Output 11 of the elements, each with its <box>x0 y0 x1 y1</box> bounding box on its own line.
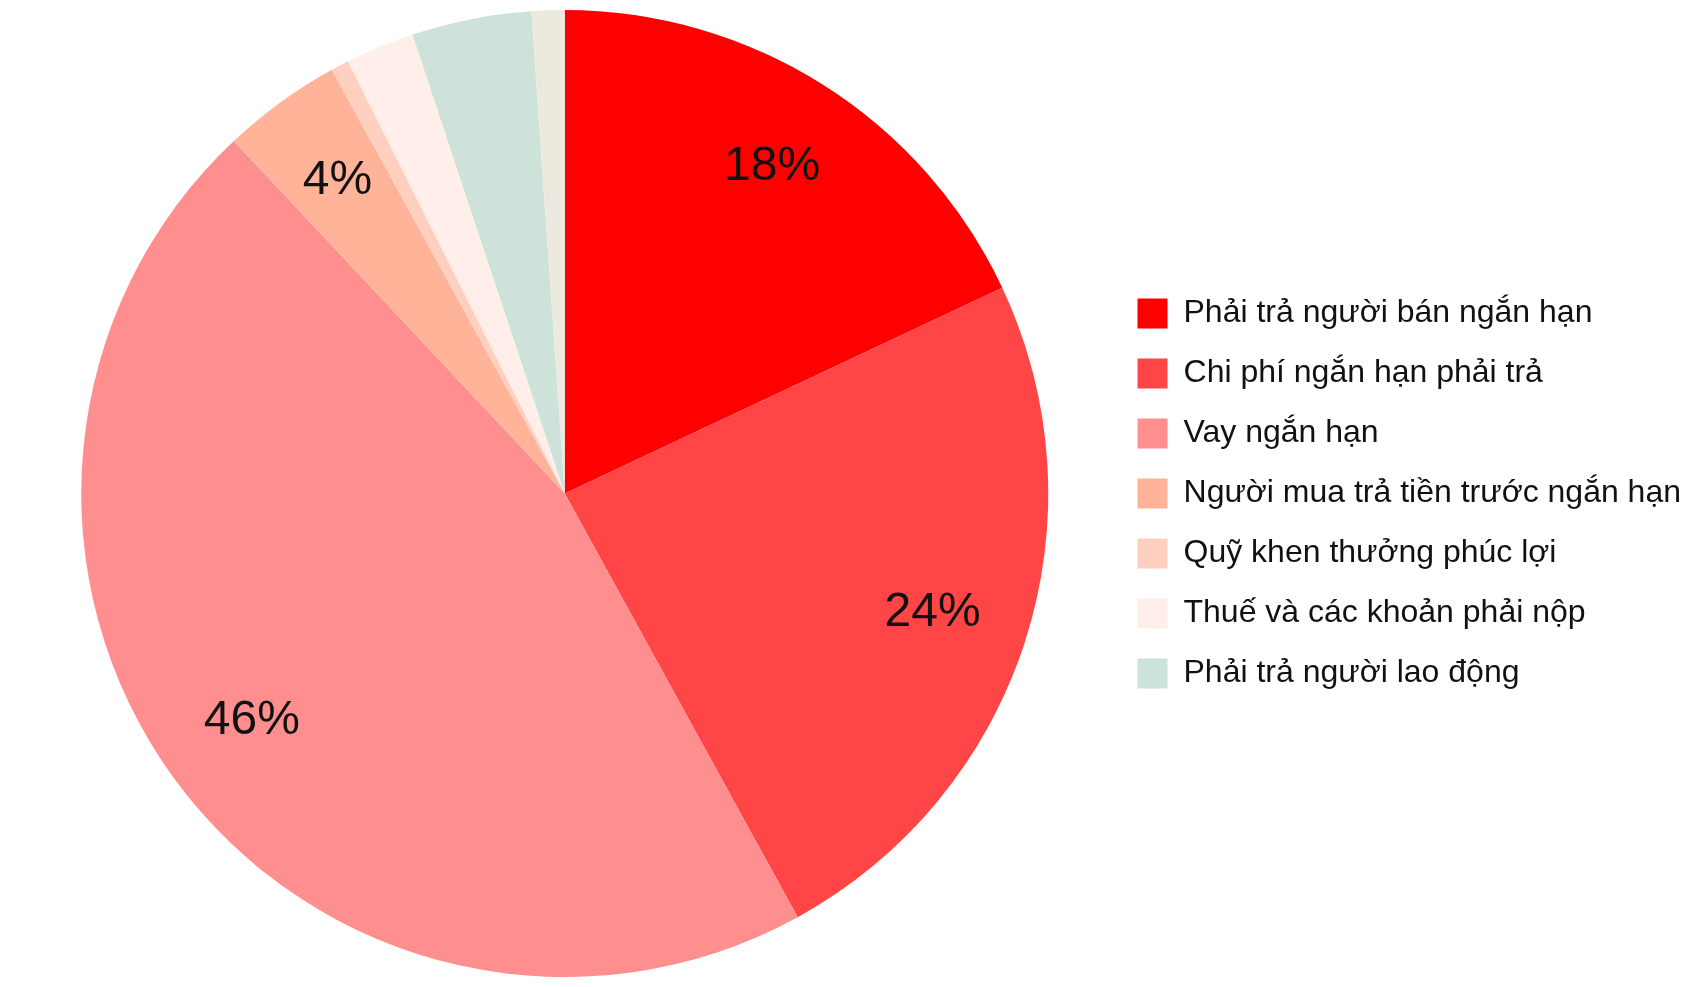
legend-label: Phải trả người bán ngắn hạn <box>1183 293 1593 330</box>
data-label: 46% <box>203 691 300 745</box>
data-label: 18% <box>723 137 821 191</box>
data-label: 24% <box>884 583 981 637</box>
legend-label: Phải trả người lao động <box>1183 653 1520 690</box>
legend-label: Vay ngắn hạn <box>1183 413 1379 450</box>
legend-label: Quỹ khen thưởng phúc lợi <box>1183 533 1557 570</box>
data-label: 4% <box>302 150 373 204</box>
legend-label: Người mua trả tiền trước ngắn hạn <box>1183 473 1681 510</box>
legend-label: Chi phí ngắn hạn phải trả <box>1183 353 1544 390</box>
legend-label: Thuế và các khoản phải nộp <box>1183 593 1586 630</box>
